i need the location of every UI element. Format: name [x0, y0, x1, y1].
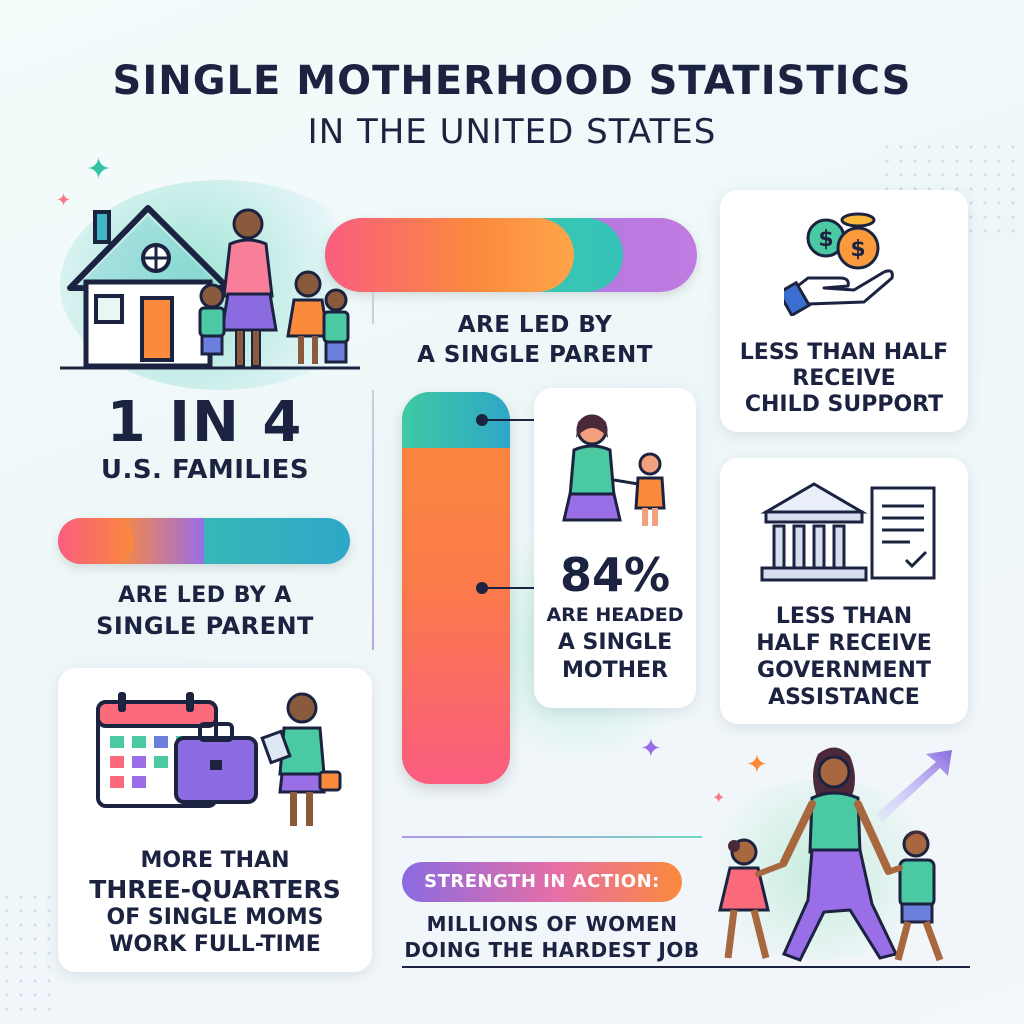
government-line3: GOVERNMENT — [757, 658, 931, 683]
center-line3: MOTHER — [562, 658, 668, 683]
house-family-icon — [60, 205, 360, 370]
dot-pattern-bottom-left — [0, 890, 60, 1020]
strength-badge: STRENGTH IN ACTION: — [402, 862, 682, 902]
caption-led-by-line1: ARE LED BY A — [118, 583, 292, 608]
child-support-line1: LESS THAN HALF — [739, 340, 949, 365]
child-support-line3: CHILD SUPPORT — [744, 392, 944, 417]
mother-child-icon — [562, 414, 666, 526]
work-line3: OF SINGLE MOMS — [106, 905, 324, 930]
card-single-mother: 84% ARE HEADED A SINGLE MOTHER — [534, 388, 696, 708]
top-bar-caption-line1: ARE LED BY — [457, 312, 613, 338]
progress-bar-single-parent — [325, 218, 697, 292]
stat-families-label: U.S. FAMILIES — [100, 455, 310, 485]
work-line4: WORK FULL-TIME — [109, 932, 321, 957]
government-line1: LESS THAN — [775, 604, 913, 629]
svg-text:$: $ — [818, 227, 833, 252]
divider-line — [372, 390, 374, 650]
sparkle-icon: ✦ — [746, 750, 768, 780]
card-work-full-time: MORE THAN THREE-QUARTERS OF SINGLE MOMS … — [58, 668, 372, 972]
calendar-briefcase-icon — [96, 692, 342, 826]
marker-line — [486, 587, 542, 589]
work-line2: THREE-QUARTERS — [89, 875, 341, 904]
hand-coins-icon: $ $ — [784, 212, 894, 316]
sparkle-icon: ✦ — [86, 152, 112, 187]
government-line4: ASSISTANCE — [768, 685, 920, 710]
card-child-support: $ $ LESS THAN HALF RECEIVE CHILD SUPPORT — [720, 190, 968, 432]
strength-line2: DOING THE HARDEST JOB — [404, 938, 700, 962]
sparkle-icon: ✦ — [56, 190, 72, 211]
marker-line — [486, 419, 546, 421]
progress-bar-families — [58, 518, 350, 564]
caption-led-by-line2: SINGLE PARENT — [96, 612, 314, 640]
sparkle-icon: ✦ — [640, 734, 662, 764]
center-line2: A SINGLE — [557, 630, 673, 655]
connector-line — [372, 292, 374, 324]
stat-one-in-four: 1 IN 4 — [106, 390, 304, 455]
child-support-line2: RECEIVE — [792, 366, 896, 391]
page-subtitle: IN THE UNITED STATES — [307, 112, 717, 152]
svg-text:$: $ — [850, 237, 865, 262]
work-line1: MORE THAN — [140, 848, 290, 873]
stat-84-percent: 84% — [559, 548, 671, 602]
marker-dot — [476, 582, 488, 594]
government-line2: HALF RECEIVE — [756, 631, 932, 656]
baseline — [402, 966, 970, 968]
card-government-assistance: LESS THAN HALF RECEIVE GOVERNMENT ASSIST… — [720, 458, 968, 724]
page-title: SINGLE MOTHERHOOD STATISTICS — [112, 58, 912, 104]
walking-family-icon — [718, 747, 952, 962]
sparkle-icon: ✦ — [712, 788, 726, 807]
strength-line1: MILLIONS OF WOMEN — [426, 912, 678, 936]
center-line1: ARE HEADED — [546, 604, 684, 626]
strength-divider — [402, 836, 702, 838]
government-building-icon — [760, 482, 936, 582]
marker-dot — [476, 414, 488, 426]
top-bar-caption-line2: A SINGLE PARENT — [417, 342, 653, 368]
